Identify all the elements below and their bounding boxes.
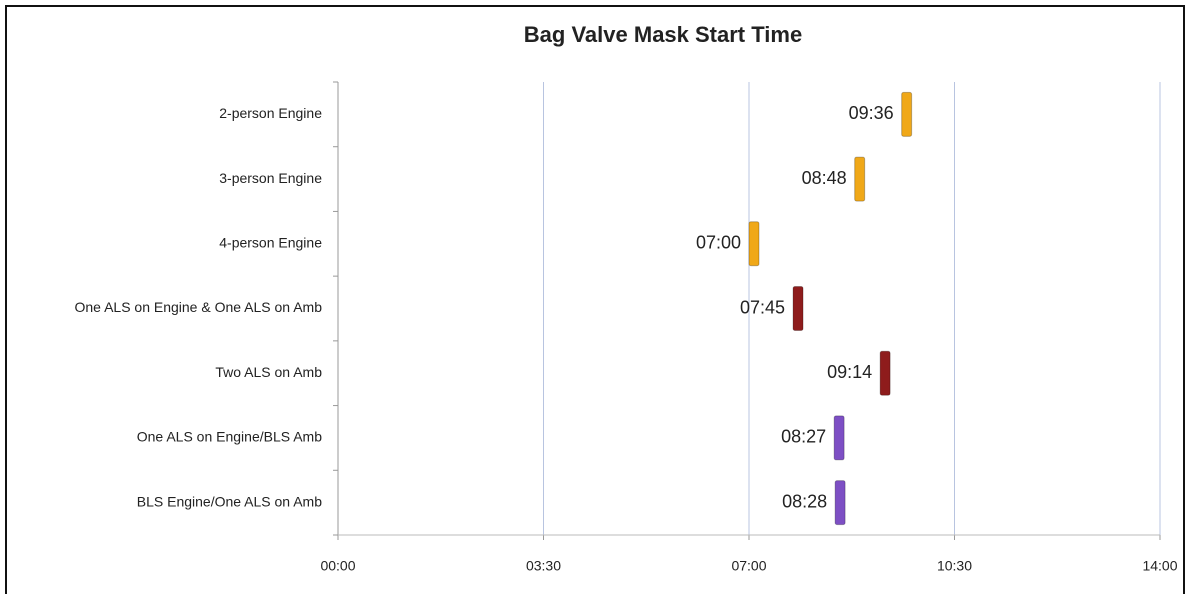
x-tick-label: 00:00 bbox=[320, 558, 355, 574]
marker bbox=[854, 156, 866, 202]
y-tick-label: Two ALS on Amb bbox=[215, 364, 322, 380]
y-tick-label: BLS Engine/One ALS on Amb bbox=[137, 493, 322, 509]
value-label: 09:36 bbox=[849, 103, 894, 123]
value-label: 09:14 bbox=[827, 362, 872, 382]
x-tick-label: 03:30 bbox=[526, 558, 561, 574]
marker bbox=[879, 350, 891, 396]
x-tick-label: 10:30 bbox=[937, 558, 972, 574]
chart-title: Bag Valve Mask Start Time bbox=[524, 22, 802, 47]
frame bbox=[5, 5, 1185, 594]
y-tick-label: One ALS on Engine/BLS Amb bbox=[137, 429, 322, 445]
marker bbox=[834, 480, 846, 526]
y-tick-label: 2-person Engine bbox=[219, 105, 322, 121]
marker bbox=[748, 221, 760, 267]
y-tick-label: One ALS on Engine & One ALS on Amb bbox=[74, 299, 322, 315]
value-label: 08:28 bbox=[782, 491, 827, 511]
marker bbox=[833, 415, 845, 461]
x-tick-label: 14:00 bbox=[1142, 558, 1177, 574]
value-label: 07:00 bbox=[696, 233, 741, 253]
y-tick-label: 3-person Engine bbox=[219, 170, 322, 186]
marker bbox=[792, 286, 804, 331]
value-label: 08:27 bbox=[781, 427, 826, 447]
marker bbox=[901, 91, 913, 137]
x-tick-label: 07:00 bbox=[731, 558, 766, 574]
y-tick-label: 4-person Engine bbox=[219, 234, 322, 250]
value-label: 07:45 bbox=[740, 297, 785, 317]
value-label: 08:48 bbox=[802, 168, 847, 188]
